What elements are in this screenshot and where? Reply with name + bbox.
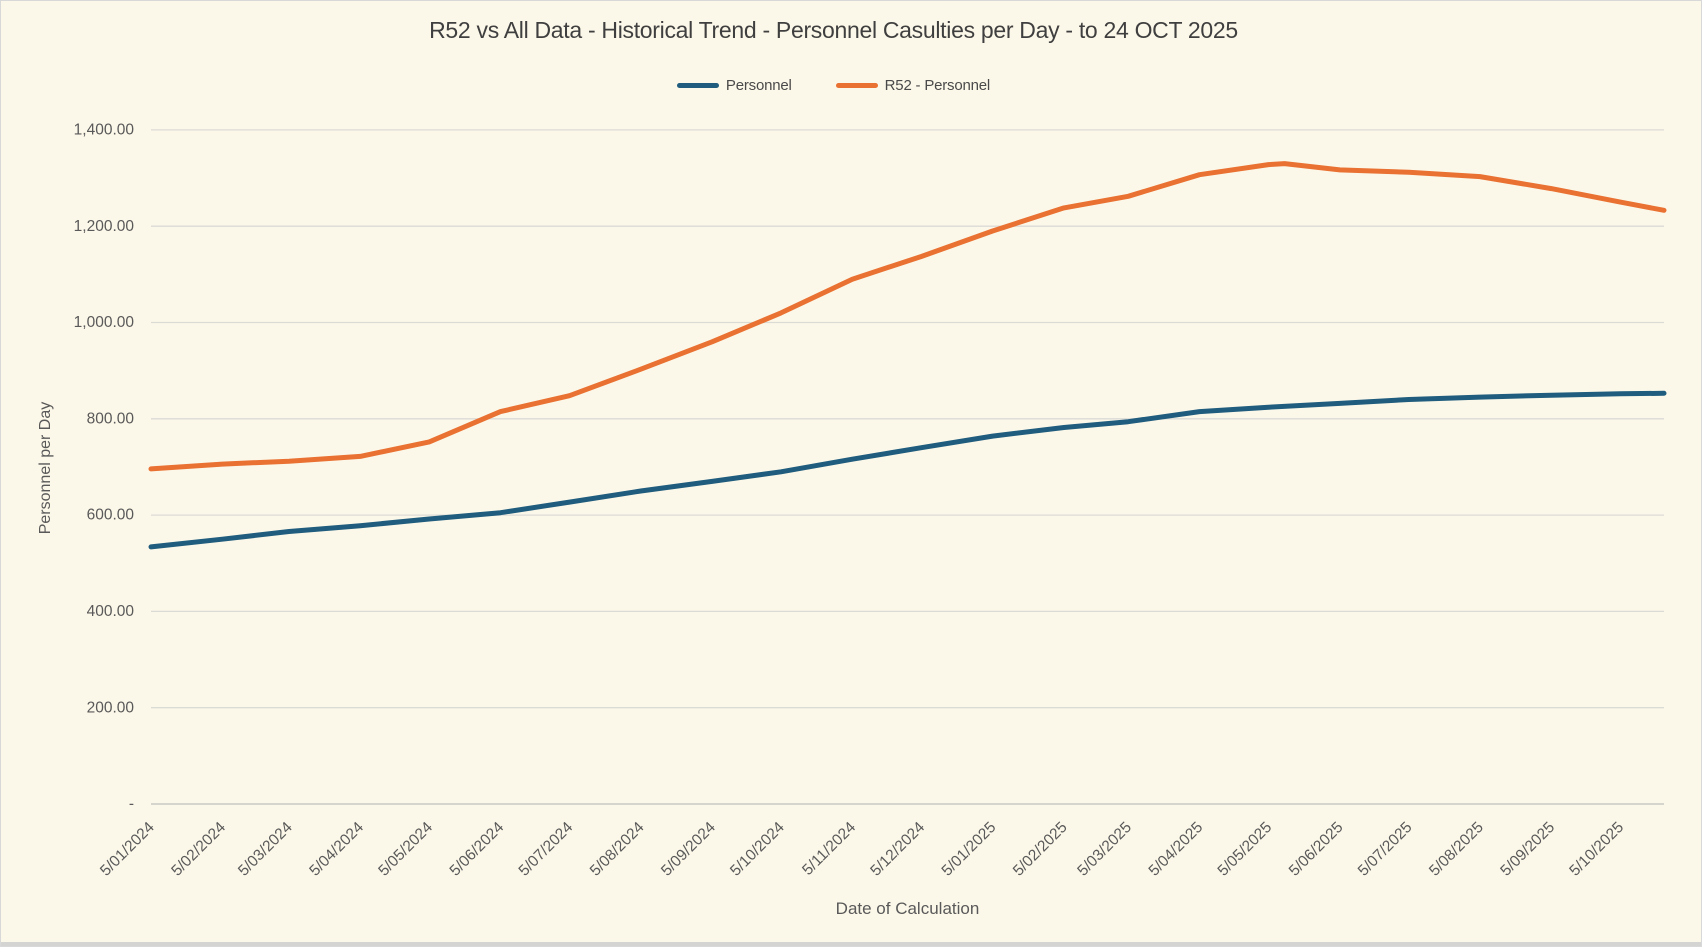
legend-swatch-personnel-icon (676, 83, 719, 88)
series-line-r52-personnel[interactable] (148, 161, 1667, 472)
x-tick-label: 5/08/2024 (587, 819, 648, 880)
y-axis-title: Personnel per Day (37, 401, 54, 535)
x-tick-label: 5/07/2025 (1355, 819, 1416, 880)
legend-item-personnel[interactable]: Personnel (676, 77, 792, 94)
legend-swatch-r52-personnel-icon (835, 83, 878, 88)
x-tick-label: 5/03/2024 (235, 819, 296, 880)
x-tick-label: 5/08/2025 (1426, 819, 1487, 880)
x-tick-label: 5/01/2025 (939, 819, 1000, 880)
series-line-personnel[interactable] (148, 390, 1667, 550)
x-tick-label: 5/06/2024 (447, 819, 508, 880)
y-tick-label: 1,400.00 (74, 121, 135, 138)
x-tick-label: 5/04/2024 (306, 819, 367, 880)
x-tick-label: 5/01/2024 (97, 819, 158, 880)
y-tick-label: 1,000.00 (74, 314, 135, 331)
window-bottom-edge (1, 942, 1701, 946)
legend: Personnel R52 - Personnel (1, 77, 1666, 94)
y-tick-label: 600.00 (87, 507, 135, 524)
x-tick-label: 5/09/2024 (658, 819, 719, 880)
y-tick-label: 200.00 (87, 699, 135, 716)
x-tick-label: 5/03/2025 (1074, 819, 1135, 880)
x-tick-label: 5/10/2024 (727, 819, 788, 880)
legend-label-personnel: Personnel (725, 77, 792, 94)
y-tick-label: - (129, 796, 134, 813)
x-tick-label: 5/02/2025 (1010, 819, 1071, 880)
x-tick-label: 5/04/2025 (1146, 819, 1207, 880)
x-axis-title: Date of Calculation (835, 899, 980, 918)
legend-label-r52-personnel: R52 - Personnel (884, 77, 991, 94)
x-tick-label: 5/10/2025 (1566, 819, 1627, 880)
x-tick-label: 5/06/2025 (1286, 819, 1347, 880)
x-tick-label: 5/09/2025 (1497, 819, 1558, 880)
y-tick-label: 800.00 (87, 410, 135, 427)
x-tick-label: 5/05/2025 (1215, 819, 1276, 880)
legend-item-r52-personnel[interactable]: R52 - Personnel (835, 77, 991, 94)
chart-title: R52 vs All Data - Historical Trend - Per… (429, 17, 1238, 43)
x-tick-label: 5/02/2024 (168, 819, 229, 880)
x-tick-label: 5/07/2024 (516, 819, 577, 880)
x-tick-label: 5/12/2024 (867, 819, 928, 880)
y-tick-label: 1,200.00 (74, 218, 135, 235)
y-tick-label: 400.00 (87, 603, 135, 620)
x-tick-label: 5/11/2024 (799, 819, 859, 879)
x-tick-label: 5/05/2024 (375, 819, 436, 880)
